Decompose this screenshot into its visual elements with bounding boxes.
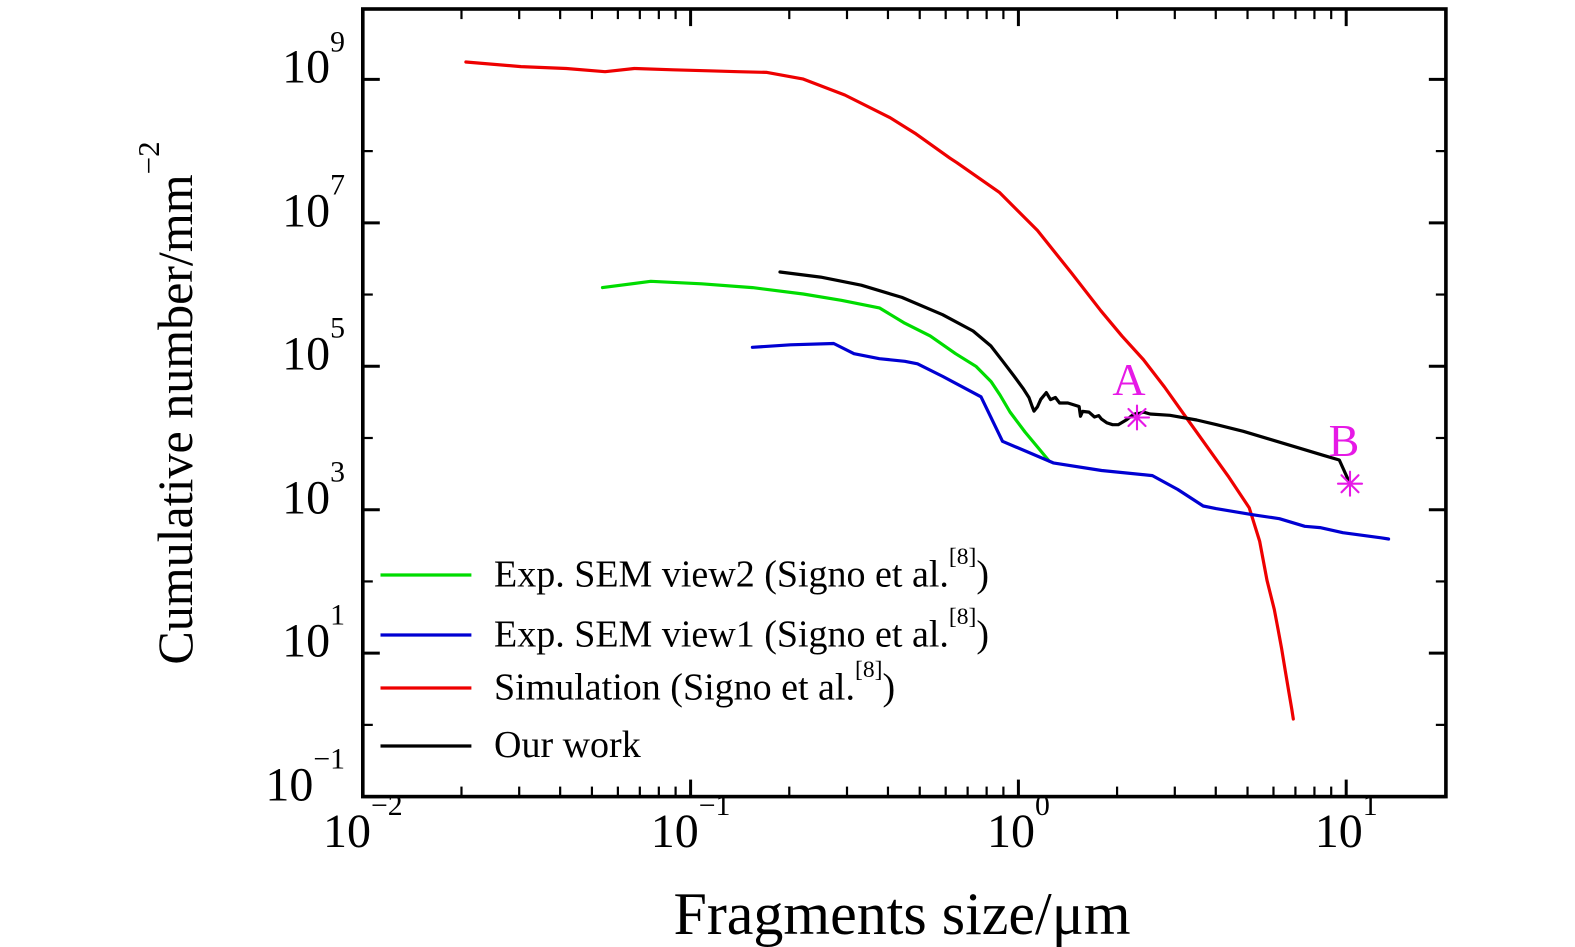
svg-text:B: B	[1329, 415, 1360, 466]
svg-text:A: A	[1112, 354, 1145, 405]
